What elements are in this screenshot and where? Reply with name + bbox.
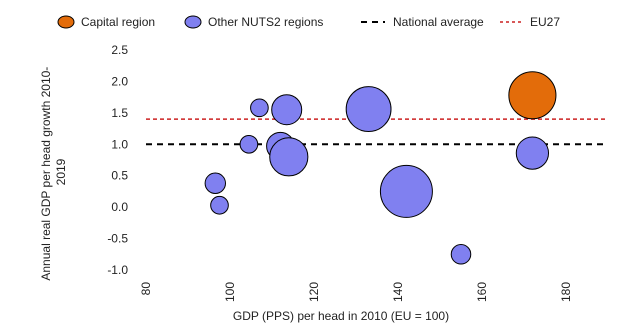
region-bubble [204,172,226,194]
x-tick-label: 180 [559,282,573,302]
region-bubble [450,244,472,265]
legend-label: Capital region [81,15,155,29]
y-axis-label-line-1: Annual real GDP per head growth 2010- [39,67,53,281]
region-bubble [271,94,303,126]
y-tick-label: 1.0 [111,137,128,151]
legend: Capital region Other NUTS2 regions Nationa… [57,15,560,29]
x-tick-label: 80 [139,282,153,296]
capital-region-bubble [508,71,557,120]
region-bubble [515,136,550,170]
region-bubble [379,164,433,218]
legend-label: National average [393,15,484,29]
x-axis-label: GDP (PPS) per head in 2010 (EU = 100) [233,309,449,323]
region-bubble [345,86,392,133]
y-tick-label: -0.5 [107,232,128,246]
x-tick-label: 140 [391,282,405,302]
bubbles [204,71,557,265]
legend-label: EU27 [530,15,560,29]
y-tick-label: -1.0 [107,263,128,277]
region-bubble [239,134,259,154]
y-tick-label: 0.5 [111,169,128,183]
y-tick-label: 2.0 [111,74,128,88]
region-bubble [210,195,229,215]
legend-bubble-marker [57,15,75,29]
y-tick-label: 2.5 [111,43,128,57]
x-tick-label: 100 [223,282,237,302]
y-axis-label-line-2: 2019 [54,158,68,185]
axes: -1.0 -0.5 0.0 0.5 1.0 1.5 2.0 2.5 80 100 120 140 160… [107,43,573,302]
region-bubble [250,98,269,118]
x-tick-label: 120 [307,282,321,302]
y-axis-label: Annual real GDP per head growth 2010- 20… [39,63,68,280]
legend-bubble-marker [184,15,202,29]
y-tick-label: 0.0 [111,200,128,214]
legend-label: Other NUTS2 regions [208,15,323,29]
x-tick-label: 160 [475,282,489,302]
y-tick-label: 1.5 [111,106,128,120]
region-bubble [269,137,309,177]
